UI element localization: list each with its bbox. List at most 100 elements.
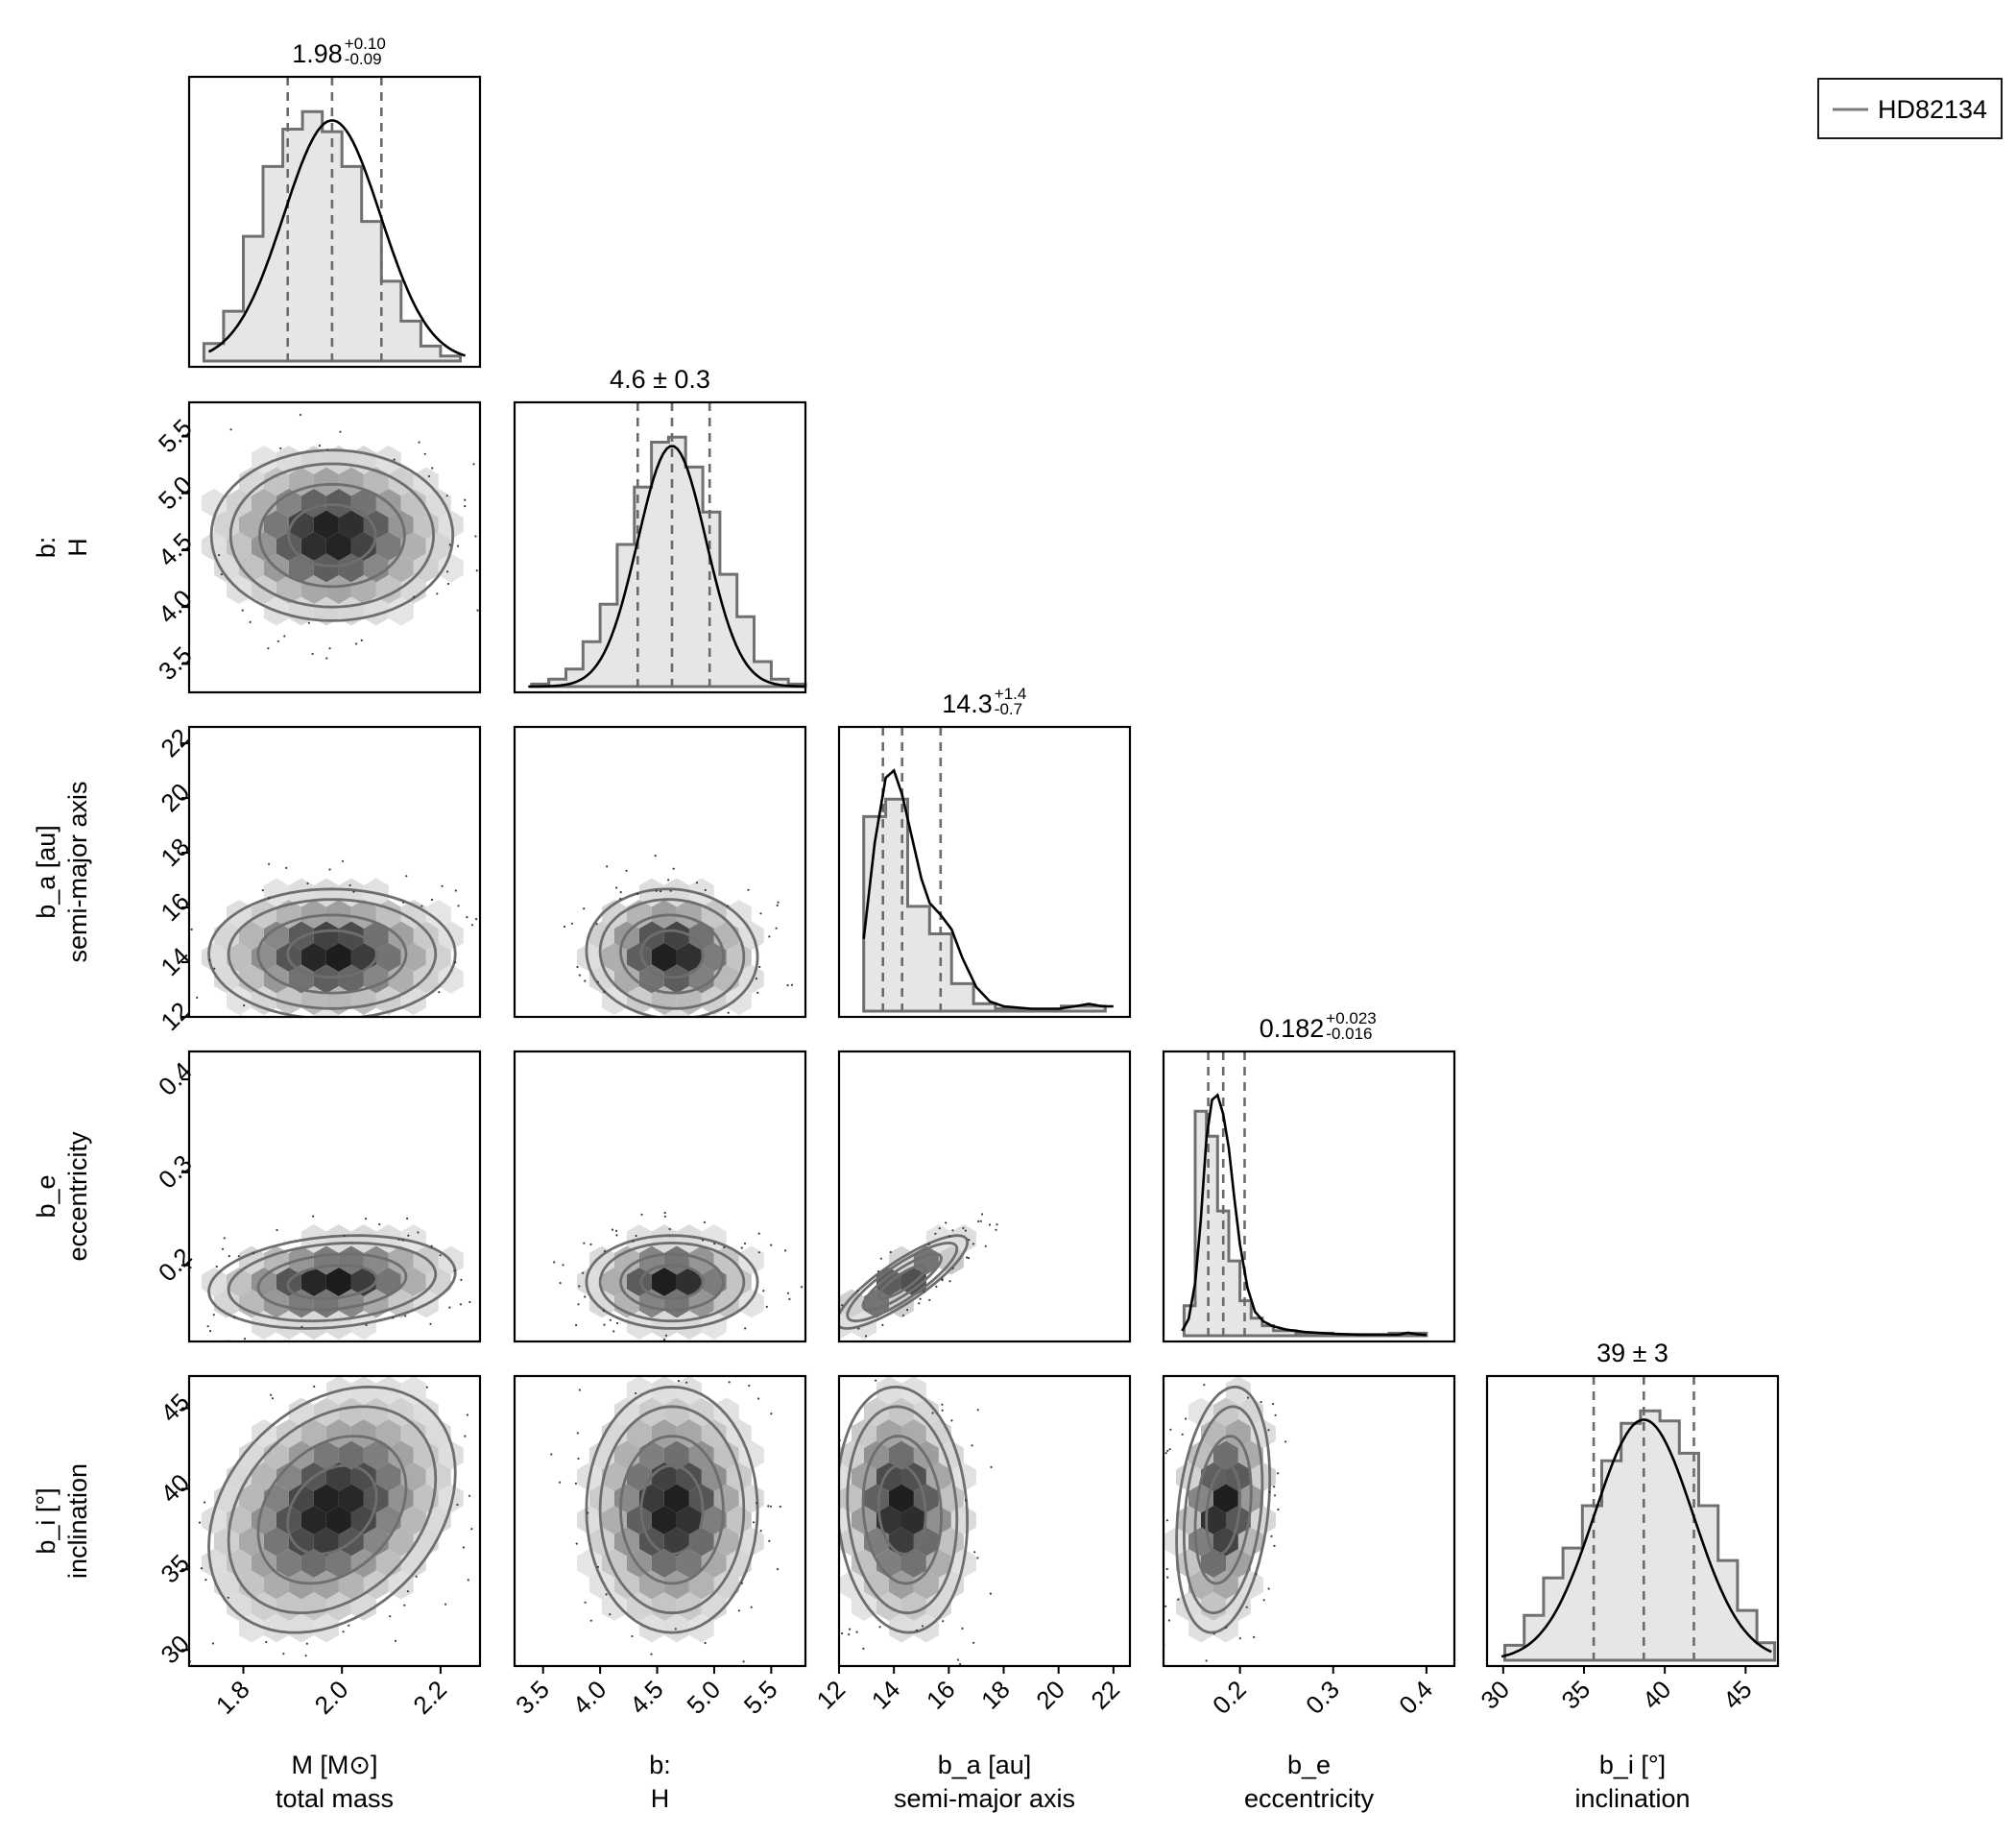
sample-point [218, 554, 221, 557]
density-cell [701, 1549, 727, 1578]
density-cell [313, 1440, 339, 1470]
hist-title-plus-a: +1.4 [995, 685, 1027, 703]
sample-point [606, 865, 609, 868]
sample-point [401, 1239, 404, 1242]
sample-point [444, 1603, 447, 1606]
pair-panel-M-a [189, 859, 478, 1037]
hist-title-plus-M: +0.10 [345, 35, 386, 53]
sample-point [728, 1381, 731, 1384]
sample-point [299, 413, 301, 417]
sample-point [876, 1270, 880, 1273]
y-axis-H: 3.5 4.0 4.5 5.0 5.5 b: H [32, 413, 198, 686]
density-cell [325, 532, 351, 561]
sample-point [616, 1321, 619, 1325]
sample-point [961, 1627, 964, 1630]
sample-point [941, 1403, 944, 1406]
sample-point [862, 1343, 864, 1345]
sample-point [648, 1022, 650, 1024]
density-cell [613, 1570, 639, 1600]
contour-level-3 [585, 887, 759, 1017]
sample-point [553, 1261, 556, 1264]
hist-bars-a [862, 797, 1107, 1013]
contour-level-0 [639, 929, 705, 979]
density-cell [400, 1419, 426, 1448]
sample-point [249, 620, 252, 624]
sample-point [928, 1298, 931, 1301]
x-axis-e: 0.2 0.3 0.4 b_e eccentricity [1207, 1666, 1438, 1813]
sample-point [833, 1540, 835, 1542]
density-cell [313, 596, 339, 626]
density-cell [701, 943, 727, 972]
panel-frame-a-e [837, 1050, 1132, 1343]
sample-point [325, 657, 328, 660]
sample-point [1230, 1359, 1232, 1361]
sample-point [1165, 1567, 1168, 1571]
sample-point [204, 1579, 207, 1582]
sample-point [727, 1011, 730, 1014]
density-cell [388, 1245, 414, 1275]
contour-level-1 [619, 1435, 725, 1585]
sample-point [328, 647, 331, 650]
sample-point [510, 1280, 512, 1282]
sample-point [406, 1590, 409, 1593]
x-tick-label-H: 4.0 [567, 1675, 612, 1720]
density-cell [938, 1440, 964, 1470]
sample-point [668, 1692, 670, 1694]
panel-frame-M-H [187, 400, 482, 694]
density-cell [925, 1506, 951, 1534]
sample-point [635, 1234, 637, 1238]
sample-point [464, 498, 467, 501]
sample-point [769, 1505, 773, 1508]
sample-point [190, 928, 193, 931]
contour-level-2 [227, 1241, 438, 1323]
sample-point [397, 1238, 400, 1241]
hist-title-minus-e: -0.016 [1326, 1025, 1372, 1043]
sample-point [587, 1511, 589, 1514]
contour-level-0 [286, 1463, 378, 1556]
sample-point [728, 1040, 730, 1042]
sample-point [631, 1634, 634, 1638]
density-cell [350, 1462, 376, 1491]
density-cell [701, 1224, 727, 1253]
sample-point [468, 1494, 471, 1497]
sample-point [605, 1593, 608, 1596]
sample-point [441, 884, 444, 887]
sample-point [950, 1419, 953, 1422]
sample-point [755, 978, 758, 980]
density-cell [839, 1440, 864, 1470]
density-cell [350, 1506, 376, 1534]
density-cell [738, 1289, 764, 1318]
sample-point [446, 570, 449, 573]
density-cell [350, 1419, 376, 1448]
sample-point [976, 1557, 979, 1559]
sample-point [827, 1573, 828, 1575]
density-cell [588, 964, 614, 994]
density-cell [901, 1506, 926, 1534]
density-cell [713, 1397, 739, 1427]
density-cell [388, 1289, 414, 1318]
density-cell [263, 1613, 289, 1643]
density-cell [313, 921, 339, 951]
sample-point [388, 1035, 390, 1037]
density-cell [239, 964, 264, 994]
density-cell [400, 1268, 426, 1296]
sample-point [252, 1346, 253, 1348]
kde-curve-M [207, 119, 467, 357]
density-cell [1213, 1484, 1238, 1513]
density-cell [375, 1419, 401, 1448]
density-cell [202, 1506, 227, 1534]
sample-point [672, 867, 675, 870]
sample-point [609, 1613, 612, 1616]
sample-point [603, 991, 606, 994]
sample-point [348, 1624, 350, 1627]
pair-panel-a-i [827, 1343, 993, 1666]
density-cell [239, 921, 264, 951]
sample-point [901, 1314, 905, 1317]
pair-panel-H-i [550, 1376, 781, 1694]
density-cell [901, 1549, 926, 1578]
sample-point [268, 896, 271, 900]
x-axis-label-H: b: [649, 1751, 671, 1779]
density-cell [300, 532, 326, 561]
density-cell [239, 553, 264, 583]
